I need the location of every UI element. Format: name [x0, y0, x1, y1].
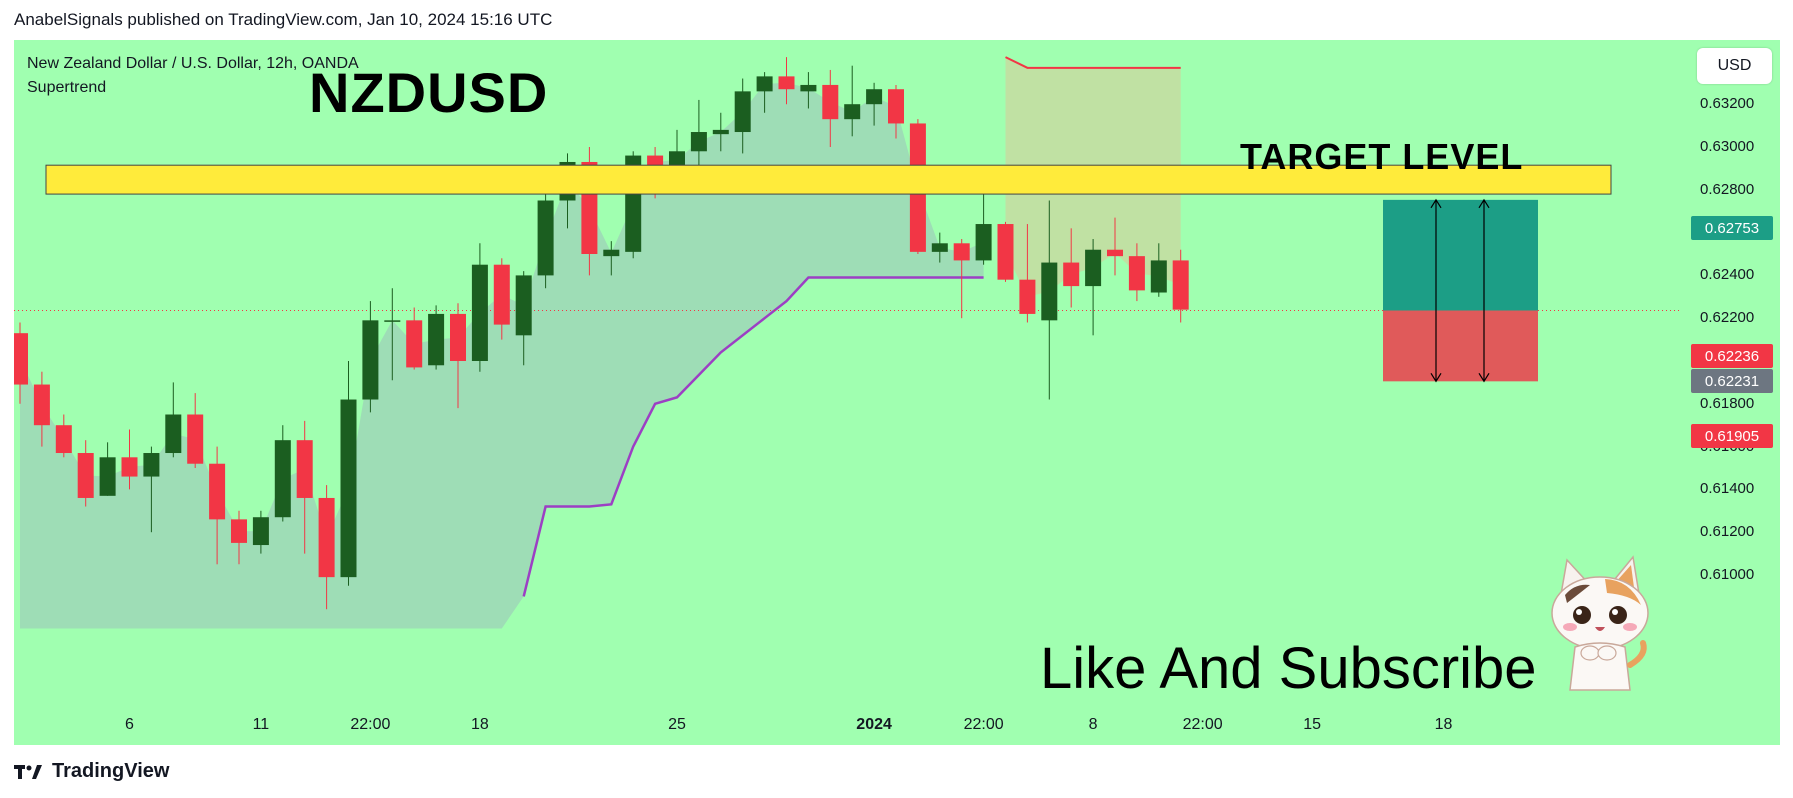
candle-body [1063, 262, 1080, 287]
candle-body [931, 243, 948, 252]
time-tick-label: 22:00 [963, 716, 1004, 733]
time-tick-label: 6 [125, 716, 134, 733]
candle-body [844, 104, 861, 120]
candle-body [1128, 256, 1145, 291]
measure-arrow-head [1430, 373, 1442, 383]
candle-body [428, 313, 445, 366]
candle-body [1107, 249, 1123, 257]
price-tick-label: 0.61400 [1700, 480, 1755, 498]
publish-banner: AnabelSignals published on TradingView.c… [14, 10, 553, 29]
time-tick-label: 2024 [856, 716, 892, 733]
candle-body [231, 519, 247, 543]
stop-price-tag: 0.61905 [1691, 424, 1773, 448]
loss-zone [1383, 310, 1538, 382]
candle-body [14, 333, 28, 385]
last-price-tag: 0.62236 [1691, 344, 1773, 368]
candle-body [33, 384, 50, 426]
candle-body [690, 132, 707, 152]
measure-arrow-head [1430, 198, 1442, 209]
candle-body [274, 440, 291, 518]
price-tick-label: 0.61000 [1700, 566, 1755, 583]
candle-body [187, 414, 204, 464]
supertrend-up-line [522, 276, 984, 597]
time-tick-label: 8 [1088, 716, 1098, 733]
price-tick-label: 0.61800 [1700, 394, 1755, 412]
currency-button[interactable]: USD [1697, 48, 1772, 84]
time-tick-label: 18 [470, 716, 489, 733]
candle-body [997, 224, 1014, 280]
candle-body [1019, 279, 1036, 314]
candle-body [384, 320, 401, 322]
candle-body [603, 249, 620, 257]
candle-body [800, 84, 817, 92]
measure-arrow-head [1478, 198, 1490, 209]
candle-body [296, 440, 313, 498]
candle-body [953, 243, 970, 261]
time-tick-label: 15 [1303, 716, 1321, 733]
candle-body [822, 84, 839, 120]
candle-body [1172, 260, 1189, 310]
time-tick-label: 25 [668, 716, 686, 733]
price-tick-label: 0.62400 [1700, 266, 1755, 284]
close-price-tag: 0.62231 [1691, 369, 1773, 393]
indicator-label[interactable]: Supertrend [27, 79, 107, 96]
candle-body [1085, 249, 1102, 287]
candle-body [55, 425, 72, 454]
candle-body [450, 313, 466, 361]
candle-body [712, 129, 729, 135]
candle-body [888, 89, 904, 124]
candle-body [362, 320, 379, 400]
candle-body [778, 76, 795, 90]
candle-body [493, 264, 510, 325]
candle-body [471, 264, 488, 361]
price-tick-label: 0.61200 [1700, 523, 1755, 541]
price-tick-label: 0.63200 [1700, 95, 1755, 113]
candle-body [537, 200, 554, 276]
target-price-tag: 0.62753 [1691, 216, 1773, 240]
candle-body [252, 517, 269, 546]
price-tick-label: 0.62200 [1700, 309, 1755, 327]
target-level-annotation: TARGET LEVEL [1240, 136, 1524, 177]
supertrend-up-fill [20, 82, 984, 629]
candle-body [209, 463, 226, 520]
candle-body [99, 457, 116, 496]
symbol-annotation: NZDUSD [309, 61, 549, 124]
candle-body [975, 224, 992, 261]
resistance-zone [45, 164, 1612, 195]
footer-brand[interactable]: TradingView [14, 760, 169, 783]
cat-mascot-image [1551, 555, 1649, 691]
price-tick-label: 0.62800 [1700, 180, 1755, 198]
chart-legend: New Zealand Dollar / U.S. Dollar, 12h, O… [27, 52, 359, 100]
measure-arrow-head [1478, 373, 1490, 383]
candle-body [318, 497, 335, 578]
candle-body [515, 275, 532, 336]
candle-body [121, 457, 138, 477]
candle-body [756, 76, 773, 92]
supertrend-down-line [1005, 56, 1181, 69]
candle-body [165, 414, 182, 454]
candle-body [77, 453, 94, 498]
profit-zone [1383, 199, 1538, 311]
candle-body [143, 453, 160, 477]
candle-body [1041, 262, 1058, 321]
candle-body [406, 320, 423, 368]
candle-body [734, 91, 751, 133]
like-subscribe-annotation: Like And Subscribe [1040, 636, 1537, 701]
price-tick-label: 0.63000 [1700, 138, 1755, 155]
time-tick-label: 11 [252, 716, 270, 733]
candle-body [1150, 260, 1167, 293]
time-tick-label: 22:00 [1182, 716, 1223, 733]
candle-body [669, 151, 685, 169]
instrument-label[interactable]: New Zealand Dollar / U.S. Dollar, 12h, O… [27, 55, 359, 72]
tradingview-logo-icon [14, 764, 42, 779]
tradingview-brand-label: TradingView [52, 760, 170, 782]
candle-body [866, 89, 883, 105]
candle-body [340, 399, 357, 578]
time-tick-label: 22:00 [350, 716, 391, 733]
time-tick-label: 18 [1434, 716, 1453, 733]
